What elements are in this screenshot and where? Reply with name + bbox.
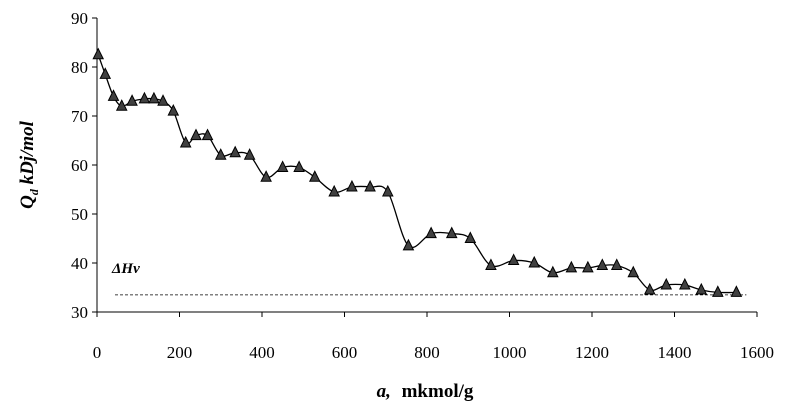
x-tick-label: 400 — [249, 343, 275, 362]
data-point-triangle — [464, 231, 477, 243]
data-point-triangle — [582, 260, 594, 273]
data-point-triangle — [695, 282, 708, 295]
data-point-triangle — [679, 277, 691, 290]
data-point-triangle — [138, 91, 151, 104]
data-point-triangle — [712, 285, 724, 297]
x-tick-label: 600 — [332, 343, 358, 362]
data-point-triangle — [190, 128, 202, 141]
x-tick-label: 1400 — [658, 343, 692, 362]
data-point-triangle — [308, 170, 321, 182]
data-point-triangle — [99, 67, 112, 79]
data-point-triangle — [148, 91, 160, 104]
data-point-triangle — [485, 258, 497, 270]
data-point-triangle — [126, 94, 138, 106]
ticks: 30 40 50 60 70 80 90 0 200 400 600 800 1000 1200 1400 1… — [71, 9, 774, 362]
y-tick-label: 90 — [71, 9, 88, 28]
axes — [96, 18, 757, 313]
data-point-triangle — [730, 285, 743, 297]
y-tick-label: 80 — [71, 58, 88, 77]
data-point-triangle — [547, 265, 559, 278]
data-point-triangle — [402, 238, 415, 251]
data-point-triangle — [445, 226, 458, 239]
y-axis-unit: kDj/mol — [17, 120, 38, 189]
data-point-triangle — [610, 258, 623, 270]
data-point-triangle — [627, 265, 640, 278]
data-point-triangle — [528, 255, 541, 268]
x-tick-label: 800 — [414, 343, 440, 362]
series-line — [97, 54, 737, 294]
data-point-triangle — [507, 253, 520, 266]
data-point-triangle — [260, 170, 272, 182]
x-axis-unit: mkmol/g — [402, 381, 474, 402]
y-tick-label: 30 — [71, 303, 88, 322]
x-tick-label: 200 — [167, 343, 193, 362]
data-point-triangle — [382, 184, 394, 197]
data-point-triangle — [229, 145, 241, 158]
data-point-triangle — [643, 282, 656, 295]
data-point-triangle — [167, 103, 180, 116]
data-point-triangle — [660, 277, 673, 290]
series-group — [92, 47, 743, 297]
data-point-triangle — [179, 135, 192, 148]
delta-hv-label: ΔHv — [111, 261, 140, 277]
data-point-triangle — [243, 148, 256, 160]
y-tick-label: 40 — [71, 254, 88, 273]
data-point-triangle — [293, 160, 305, 172]
data-point-triangle — [346, 179, 358, 192]
y-tick-label: 60 — [71, 156, 88, 175]
data-point-triangle — [107, 89, 120, 101]
data-point-triangle — [276, 160, 289, 172]
y-axis-subscript: d — [27, 188, 41, 195]
data-point-triangle — [214, 148, 227, 160]
x-tick-label: 1600 — [740, 343, 774, 362]
data-point-triangle — [201, 128, 214, 141]
y-tick-label: 50 — [71, 205, 88, 224]
x-tick-label: 0 — [93, 343, 102, 362]
x-axis-variable: a, — [377, 381, 391, 402]
x-tick-label: 1200 — [575, 343, 609, 362]
y-axis-symbol: Q — [17, 195, 38, 209]
data-point-triangle — [425, 226, 437, 239]
y-axis-title: Qd kDj/mol — [17, 120, 41, 209]
y-tick-label: 70 — [71, 107, 88, 126]
data-point-triangle — [364, 179, 376, 192]
data-point-triangle — [115, 99, 128, 111]
data-point-triangle — [157, 94, 169, 106]
data-point-triangle — [328, 184, 340, 197]
x-tick-label: 1000 — [493, 343, 527, 362]
data-point-triangle — [596, 258, 609, 270]
data-point-triangle — [92, 47, 105, 60]
data-point-triangle — [565, 260, 578, 273]
x-axis-title: a, mkmol/g — [377, 381, 474, 402]
